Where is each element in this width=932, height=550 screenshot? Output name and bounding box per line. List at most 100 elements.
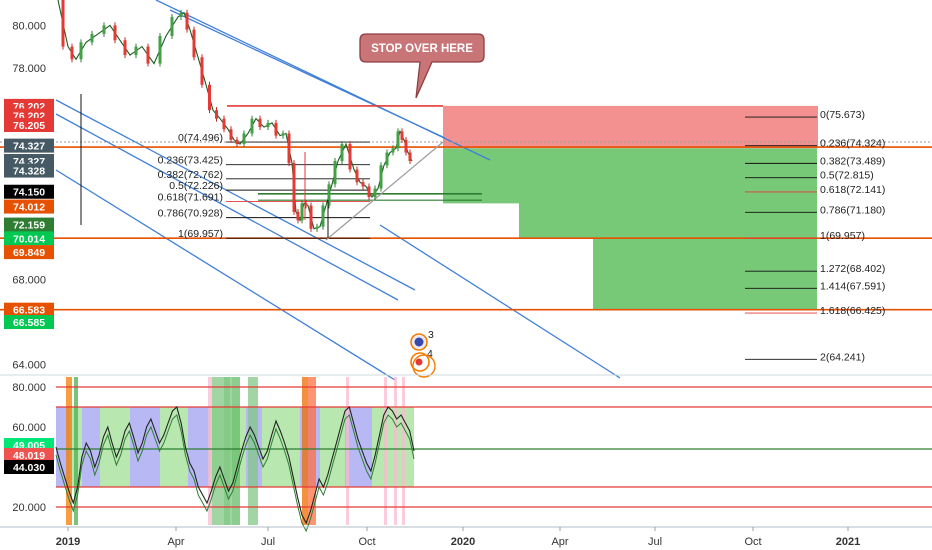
callout-bubble	[359, 33, 485, 99]
japan-sun-icon	[415, 358, 423, 366]
candle-body	[373, 188, 377, 198]
fib-left-label-1: 0.236(73.425)	[158, 155, 223, 167]
candle-body	[170, 16, 174, 37]
fib-left-label-4: 0.618(71.691)	[158, 191, 223, 203]
osc-highlight-9	[346, 377, 349, 525]
channel-line-lower-4	[379, 224, 621, 379]
candle-body	[321, 205, 325, 227]
event-badge-ring-icon	[412, 354, 436, 378]
candle-body	[229, 129, 233, 140]
price-tick-label-1: 78.000	[12, 63, 46, 75]
osc-badge-label-2: 44.030	[13, 462, 45, 474]
price-badge-11	[4, 302, 54, 317]
candle-body	[134, 46, 138, 56]
oscillator-y-axis[interactable]: 80.000 60.000 20.000	[12, 382, 46, 514]
osc-band-5	[160, 407, 188, 487]
candle-body	[192, 29, 196, 58]
osc-band-2	[82, 407, 100, 487]
channel-line-lower-2	[55, 113, 399, 301]
event-count-4: 4	[427, 348, 433, 360]
price-badge-3	[4, 138, 54, 153]
osc-band-3	[100, 407, 130, 487]
candle-body	[158, 36, 162, 64]
price-tick-label-0: 80.000	[12, 20, 46, 32]
candle-body	[70, 46, 74, 60]
candle-body	[274, 122, 278, 136]
event-markers[interactable]: 3 4	[410, 329, 436, 378]
candle-body	[79, 42, 83, 60]
candle-body	[179, 12, 183, 17]
oscillator-bands	[56, 377, 414, 525]
osc-line-main	[55, 405, 415, 525]
osc-badge-1	[4, 448, 54, 462]
target-zone-3	[593, 148, 817, 310]
oscillator-pane[interactable]	[0, 374, 932, 533]
osc-highlight-2	[208, 377, 212, 525]
osc-tick-label-2: 20.000	[12, 502, 46, 514]
price-badge-label-7: 74.012	[13, 202, 45, 214]
callout-text: STOP OVER HERE	[371, 43, 473, 55]
candle-body	[361, 182, 365, 187]
candle-body	[200, 57, 204, 85]
price-badge-8	[4, 217, 54, 232]
osc-highlight-4	[224, 377, 230, 525]
price-badge-7	[4, 199, 54, 214]
price-badge-10	[4, 245, 54, 260]
target-zone-1	[443, 148, 519, 204]
osc-highlight-10	[384, 377, 387, 525]
candle-body	[385, 152, 389, 166]
fib-left-label-0: 0(74.496)	[178, 132, 223, 144]
price-badge-12	[4, 315, 54, 330]
candle-body	[146, 46, 150, 64]
price-badge-2	[4, 118, 54, 132]
x-tick-label-6: Jul	[648, 536, 662, 548]
candle-body	[367, 186, 371, 198]
x-tick-label-7: Oct	[744, 536, 761, 548]
osc-band-6	[188, 407, 210, 487]
price-y-axis[interactable]: 80.000 78.000 68.000 64.000	[12, 20, 46, 371]
x-tick-label-2: Jul	[261, 536, 275, 548]
price-badges: 76.20276.20276.20574.32774.32774.32874.1…	[4, 98, 54, 330]
time-x-axis[interactable]: 2019 Apr Jul Oct 2020 Apr Jul Oct 2021	[56, 527, 860, 548]
fib-left-label-5: 0.786(70.928)	[158, 208, 223, 220]
osc-tick-label-1: 60.000	[12, 422, 46, 434]
fib-extension-right: 0(75.673) 0.236(74.324) 0.382(73.489) 0.5(7…	[745, 109, 885, 363]
fib-right-label-10: 2(64.241)	[820, 351, 865, 363]
osc-highlight-8	[308, 377, 316, 525]
fib-left-label-2: 0.382(72.762)	[158, 169, 223, 181]
fib-right-label-1: 0.236(74.324)	[820, 138, 885, 150]
price-tick-label-3: 64.000	[12, 359, 46, 371]
candle-body	[102, 25, 106, 34]
fib-right-label-7: 1.272(68.402)	[820, 263, 885, 275]
stop-callout[interactable]: STOP OVER HERE	[359, 33, 485, 99]
fib-right-label-8: 1.414(67.591)	[820, 280, 885, 292]
candle-body	[327, 184, 331, 206]
osc-highlight-11	[394, 377, 397, 525]
oscillator-levels	[56, 386, 932, 508]
price-pane[interactable]: 0(74.496)0.236(73.425)0.382(72.762)0.5(7…	[0, 0, 932, 381]
osc-highlight-0	[66, 377, 72, 525]
candle-body	[391, 148, 395, 153]
candle-body	[309, 205, 313, 229]
osc-band-11	[320, 407, 345, 487]
candle-body	[404, 139, 408, 153]
price-badge-label-12: 66.585	[13, 317, 45, 329]
candle-body	[185, 12, 189, 30]
price-series	[57, 0, 413, 232]
fib-right-label-2: 0.382(73.489)	[820, 155, 885, 167]
event-count-3: 3	[428, 329, 434, 341]
candle-body	[123, 40, 127, 56]
risk-reward-zones	[443, 105, 818, 310]
candle-body	[348, 144, 352, 170]
candle-body	[208, 84, 211, 111]
candle-body	[250, 118, 254, 134]
candle-body	[266, 122, 270, 128]
osc-badge-label-1: 48.019	[13, 450, 45, 462]
oscillator-series	[55, 405, 415, 533]
osc-highlight-6	[248, 377, 258, 525]
candle-body	[281, 133, 285, 136]
candle-body	[315, 226, 319, 229]
candle-body	[242, 133, 246, 145]
price-badge-label-6: 74.150	[13, 187, 45, 199]
